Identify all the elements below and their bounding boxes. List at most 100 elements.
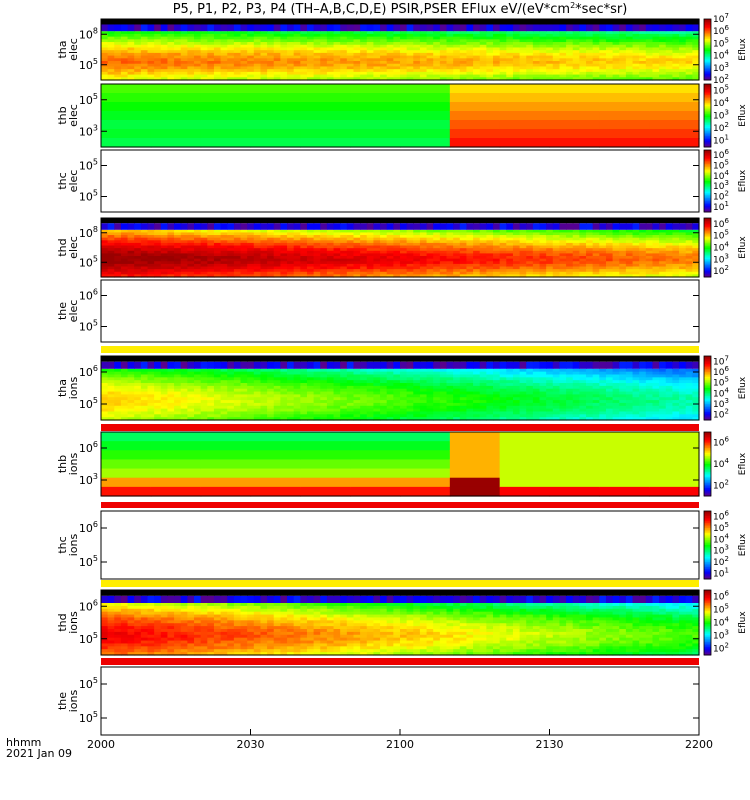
heatmap-cell <box>154 223 162 230</box>
heatmap-cell <box>240 380 248 384</box>
heatmap-cell <box>546 223 554 230</box>
heatmap-cell <box>512 61 521 65</box>
heatmap-cell <box>579 24 587 32</box>
heatmap-cell <box>499 242 507 247</box>
heatmap-cell <box>386 229 394 234</box>
heatmap-cell <box>645 36 654 40</box>
heatmap-cell <box>619 44 627 49</box>
y-tick-label: 106 <box>79 288 98 303</box>
heatmap-cell <box>692 245 700 249</box>
heatmap-cell <box>592 256 600 260</box>
heatmap-cell <box>227 242 235 247</box>
heatmap-cell <box>240 237 248 241</box>
heatmap-cell <box>267 52 275 57</box>
heatmap-cell <box>220 253 228 257</box>
heatmap-cell <box>154 388 162 393</box>
heatmap-cell <box>220 261 228 265</box>
heatmap-cell <box>473 39 481 43</box>
heatmap-cell <box>552 263 561 268</box>
heatmap-cell <box>665 223 674 230</box>
heatmap-cell <box>147 356 155 362</box>
heatmap-cell <box>446 411 454 415</box>
heatmap-cell <box>512 271 521 275</box>
heatmap-cell <box>333 74 341 78</box>
heatmap-cell <box>360 61 368 65</box>
heatmap-cell <box>599 266 607 270</box>
heatmap-cell <box>559 33 567 38</box>
heatmap-cell <box>446 24 454 32</box>
heatmap-cell <box>114 223 122 230</box>
heatmap-cell <box>267 74 275 78</box>
heatmap-cell <box>127 71 135 76</box>
heatmap-cell <box>592 61 600 65</box>
heatmap-cell <box>400 111 451 121</box>
heatmap-cell <box>167 417 175 421</box>
heatmap-cell <box>506 24 514 32</box>
heatmap-cell <box>366 55 375 59</box>
heatmap-cell <box>240 63 248 68</box>
heatmap-cell <box>313 261 321 265</box>
heatmap-cell <box>506 223 514 230</box>
heatmap-cell <box>619 50 627 54</box>
heatmap-cell <box>605 256 614 260</box>
heatmap-cell <box>333 245 341 249</box>
colorbar-swatch <box>704 167 711 170</box>
heatmap-cell <box>134 269 142 273</box>
heatmap-cell <box>552 47 561 51</box>
heatmap-cell <box>150 84 202 94</box>
heatmap-cell <box>167 52 175 57</box>
heatmap-cell <box>134 232 142 236</box>
heatmap-cell <box>346 391 355 395</box>
heatmap-cell <box>559 77 567 81</box>
heatmap-cell <box>340 388 348 393</box>
heatmap-cell <box>287 36 295 40</box>
heatmap-cell <box>200 223 208 230</box>
heatmap-cell <box>180 258 188 262</box>
heatmap-cell <box>466 235 474 239</box>
heatmap-cell <box>101 377 109 381</box>
heatmap-cell <box>439 417 448 421</box>
heatmap-cell <box>140 414 149 418</box>
heatmap-cell <box>526 63 534 68</box>
heatmap-cell <box>220 263 228 268</box>
heatmap-cell <box>187 250 195 254</box>
heatmap-cell <box>147 50 155 54</box>
heatmap-cell <box>453 229 461 234</box>
heatmap-cell <box>645 245 654 249</box>
heatmap-cell <box>101 63 109 68</box>
heatmap-cell <box>150 102 202 112</box>
heatmap-cell <box>619 240 627 244</box>
heatmap-cell <box>685 229 693 234</box>
heatmap-cell <box>154 229 162 234</box>
heatmap-cell <box>267 61 275 65</box>
heatmap-cell <box>167 368 175 373</box>
heatmap-cell <box>446 250 454 254</box>
heatmap-cell <box>486 61 494 65</box>
heatmap-cell <box>187 245 195 249</box>
heatmap-cell <box>499 248 507 252</box>
heatmap-cell <box>340 394 348 398</box>
heatmap-cell <box>453 232 461 236</box>
heatmap-cell <box>293 274 301 278</box>
heatmap-cell <box>227 229 235 234</box>
heatmap-cell <box>300 129 351 139</box>
heatmap-cell <box>426 383 434 387</box>
heatmap-cell <box>446 69 454 73</box>
heatmap-cell <box>200 33 208 38</box>
heatmap-cell <box>147 19 155 25</box>
heatmap-cell <box>559 44 567 49</box>
heatmap-cell <box>227 271 235 275</box>
heatmap-cell <box>253 408 262 413</box>
heatmap-cell <box>373 274 381 278</box>
heatmap-cell <box>692 250 700 254</box>
heatmap-cell <box>154 77 162 81</box>
heatmap-cell <box>207 33 215 38</box>
heatmap-cell <box>213 371 222 376</box>
heatmap-cell <box>260 411 268 415</box>
heatmap-cell <box>313 391 321 395</box>
heatmap-cell <box>566 232 574 236</box>
heatmap-cell <box>380 253 388 257</box>
heatmap-cell <box>147 383 155 387</box>
heatmap-cell <box>526 69 534 73</box>
heatmap-cell <box>586 19 594 25</box>
